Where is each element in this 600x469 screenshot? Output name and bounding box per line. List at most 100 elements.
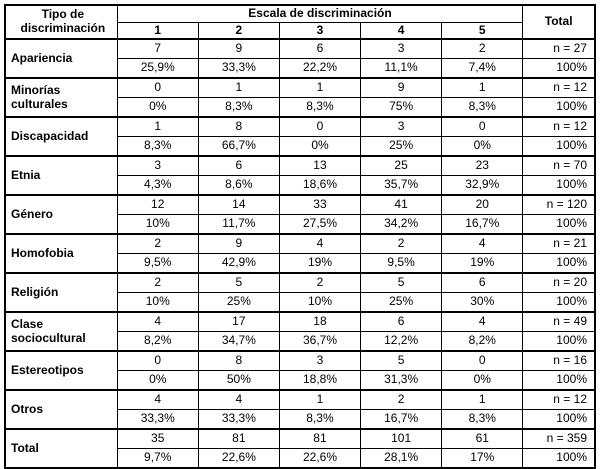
count-cell: 25 <box>360 155 443 176</box>
count-cell: 0 <box>116 350 199 371</box>
count-cell: 9 <box>360 77 443 98</box>
count-cell: 8 <box>197 116 280 137</box>
col-header-scale-2: 2 <box>197 22 280 40</box>
count-cell: 12 <box>116 194 199 215</box>
row-label: Clase sociocultural <box>4 311 118 352</box>
table-row-counts: Etnia 3 6 13 25 23 n = 70 <box>4 155 596 196</box>
percent-cell: 35,7% <box>360 175 443 196</box>
table-row-percents: 9,5% 42,9% 19% 9,5% 19% 100% <box>5 253 596 274</box>
row-total-count: n = 20 <box>522 272 596 293</box>
percent-cell: 34,2% <box>360 214 443 235</box>
count-cell: 0 <box>116 77 199 98</box>
percent-cell: 8,2% <box>116 331 199 352</box>
count-cell: 2 <box>116 233 199 254</box>
row-total-percent: 100% <box>522 214 596 235</box>
percent-cell: 11,7% <box>197 214 280 235</box>
count-cell: 2 <box>360 233 443 254</box>
percent-cell: 9,5% <box>360 253 443 274</box>
row-total-count: n = 120 <box>522 194 596 215</box>
row-label: Otros <box>4 389 118 430</box>
row-total-percent: 100% <box>522 175 596 196</box>
table-row-counts: Género 12 14 33 41 20 n = 120 <box>4 194 596 235</box>
count-cell: 4 <box>441 233 524 254</box>
count-cell: 13 <box>278 155 362 176</box>
count-cell: 2 <box>441 38 524 59</box>
count-cell: 2 <box>360 389 443 410</box>
row-total-percent: 100% <box>522 136 596 157</box>
row-label: Homofobia <box>4 233 118 274</box>
count-cell: 6 <box>360 311 443 332</box>
percent-cell: 33,3% <box>116 409 199 430</box>
percent-cell: 16,7% <box>360 409 443 430</box>
percent-cell: 7,4% <box>441 58 524 79</box>
count-cell: 20 <box>441 194 524 215</box>
percent-cell: 0% <box>116 97 199 118</box>
table-row-counts: Apariencia 7 9 6 3 2 n = 27 <box>4 38 596 79</box>
count-cell: 4 <box>197 389 280 410</box>
row-total-count: n = 49 <box>522 311 596 332</box>
percent-cell: 0% <box>116 370 199 391</box>
row-total-percent: 100% <box>522 97 596 118</box>
count-cell: 9 <box>197 38 280 59</box>
count-cell: 4 <box>278 233 362 254</box>
table-row-percents: 4,3% 8,6% 18,6% 35,7% 32,9% 100% <box>5 175 596 196</box>
table-row-counts: Minorías culturales 0 1 1 9 1 n = 12 <box>4 77 596 118</box>
count-cell: 1 <box>116 116 199 137</box>
percent-cell: 33,3% <box>197 409 280 430</box>
percent-cell: 33,3% <box>197 58 280 79</box>
count-cell: 4 <box>441 311 524 332</box>
percent-cell: 75% <box>360 97 443 118</box>
table-row-percents: 33,3% 33,3% 8,3% 16,7% 8,3% 100% <box>5 409 596 430</box>
count-cell: 6 <box>278 38 362 59</box>
count-cell: 1 <box>441 77 524 98</box>
percent-cell: 31,3% <box>360 370 443 391</box>
count-cell: 2 <box>278 272 362 293</box>
row-total-percent: 100% <box>522 409 596 430</box>
table-row-counts: Discapacidad 1 8 0 3 0 n = 12 <box>4 116 596 157</box>
percent-cell: 10% <box>116 292 199 313</box>
count-cell: 3 <box>360 116 443 137</box>
percent-cell: 36,7% <box>278 331 362 352</box>
percent-cell: 66,7% <box>197 136 280 157</box>
percent-cell: 0% <box>441 370 524 391</box>
row-total-percent: 100% <box>522 331 596 352</box>
row-total-count: n = 27 <box>522 38 596 59</box>
count-cell: 18 <box>278 311 362 332</box>
count-cell: 23 <box>441 155 524 176</box>
percent-cell: 9,7% <box>116 448 199 469</box>
table-row-counts: Clase sociocultural 4 17 18 6 4 n = 49 <box>4 311 596 352</box>
table-row-percents: 10% 25% 10% 25% 30% 100% <box>5 292 596 313</box>
row-total-percent: 100% <box>522 448 596 469</box>
count-cell: 3 <box>360 38 443 59</box>
percent-cell: 10% <box>278 292 362 313</box>
col-header-tipo-de-discriminacion: Tipo de discriminación <box>4 4 118 40</box>
percent-cell: 8,2% <box>441 331 524 352</box>
col-header-scale-4: 4 <box>360 22 443 40</box>
table-page: Tipo de discriminación Escala de discrim… <box>4 4 596 469</box>
discrimination-table: Tipo de discriminación Escala de discrim… <box>4 4 596 469</box>
count-cell: 1 <box>441 389 524 410</box>
count-cell: 8 <box>197 350 280 371</box>
percent-cell: 16,7% <box>441 214 524 235</box>
count-cell: 41 <box>360 194 443 215</box>
row-total-percent: 100% <box>522 292 596 313</box>
count-cell: 2 <box>116 272 199 293</box>
count-cell: 3 <box>278 350 362 371</box>
percent-cell: 11,1% <box>360 58 443 79</box>
percent-cell: 8,3% <box>278 97 362 118</box>
count-cell: 4 <box>116 389 199 410</box>
percent-cell: 50% <box>197 370 280 391</box>
percent-cell: 25% <box>360 292 443 313</box>
count-cell: 9 <box>197 233 280 254</box>
count-cell: 1 <box>278 389 362 410</box>
count-cell: 7 <box>116 38 199 59</box>
percent-cell: 34,7% <box>197 331 280 352</box>
percent-cell: 8,3% <box>197 97 280 118</box>
col-header-scale-3: 3 <box>278 22 362 40</box>
percent-cell: 18,6% <box>278 175 362 196</box>
percent-cell: 42,9% <box>197 253 280 274</box>
percent-cell: 8,3% <box>116 136 199 157</box>
row-label: Discapacidad <box>4 116 118 157</box>
count-cell: 0 <box>278 116 362 137</box>
